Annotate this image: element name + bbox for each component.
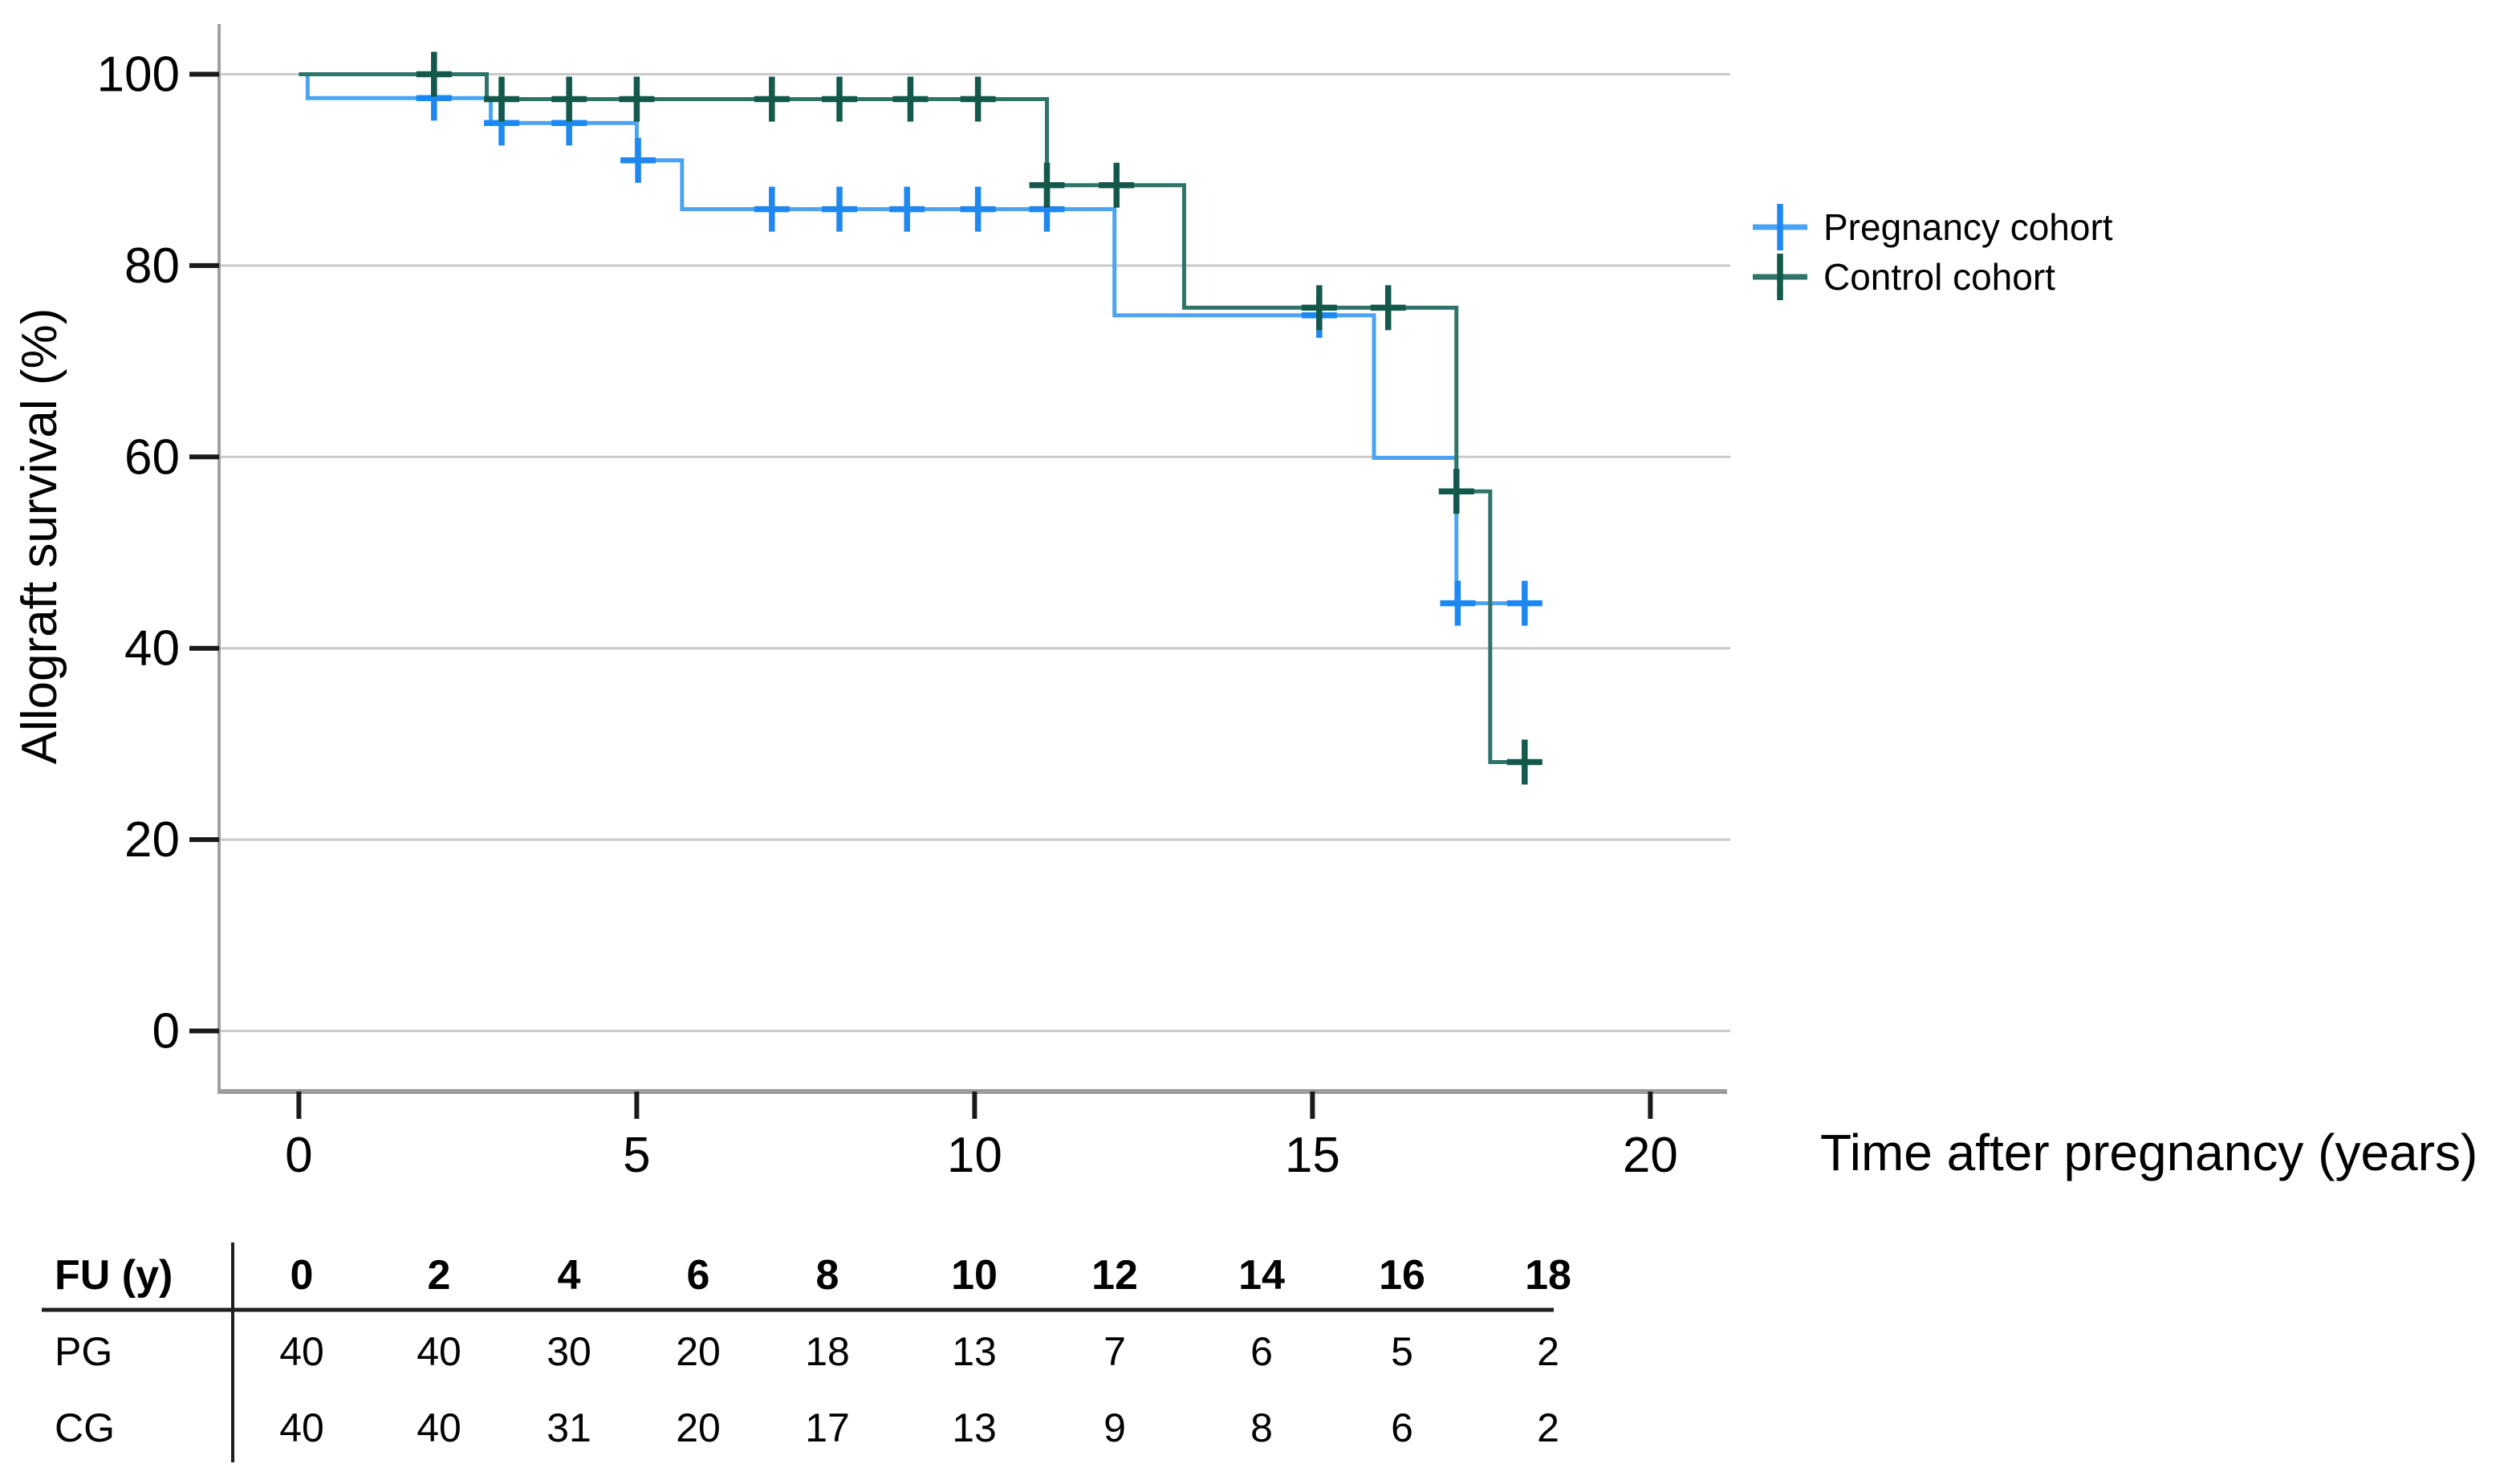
risk-value-cg-14: 8: [1250, 1405, 1273, 1450]
y-tick-label-100: 100: [97, 47, 180, 103]
risk-value-cg-0: 40: [279, 1405, 324, 1450]
legend-label-control-cohort: Control cohort: [1823, 256, 2055, 298]
risk-table-time-2: 2: [428, 1252, 451, 1299]
risk-table-time-8: 8: [816, 1252, 839, 1299]
y-tick-label-0: 0: [152, 1004, 180, 1059]
legend-marker-control: [1753, 254, 1807, 300]
x-tick-label-10: 10: [947, 1128, 1002, 1183]
x-tick-label-0: 0: [285, 1128, 312, 1183]
risk-value-cg-4: 31: [547, 1405, 591, 1450]
risk-value-cg-8: 17: [805, 1405, 850, 1450]
x-tick-label-5: 5: [623, 1128, 650, 1183]
risk-value-pg-6: 20: [676, 1329, 721, 1374]
risk-table-time-4: 4: [558, 1252, 581, 1299]
risk-table-time-0: 0: [291, 1252, 314, 1299]
y-axis-title: Allograft survival (%): [12, 308, 67, 764]
risk-table-time-14: 14: [1238, 1252, 1285, 1299]
risk-table-header-label: FU (y): [55, 1252, 173, 1299]
y-axis-ticks: 100 80 60 40 20 0: [97, 47, 219, 1059]
risk-table-time-16: 16: [1379, 1252, 1425, 1299]
risk-table-row-label-pg: PG: [55, 1329, 112, 1374]
risk-value-pg-4: 30: [547, 1329, 591, 1374]
risk-table-time-6: 6: [687, 1252, 710, 1299]
x-tick-label-20: 20: [1623, 1128, 1678, 1183]
risk-value-pg-0: 40: [279, 1329, 324, 1374]
risk-value-cg-16: 6: [1391, 1405, 1413, 1450]
risk-value-cg-18: 2: [1537, 1405, 1559, 1450]
risk-value-cg-6: 20: [676, 1405, 721, 1450]
km-curve-pregnancy: [299, 72, 1537, 606]
risk-table-values: 0 2 4 6 8 10 12 14 16 18 40 40 30 20 18 13 7 6 5 2 40 40 31 20 1…: [279, 1252, 1571, 1450]
x-axis-title: Time after pregnancy (years): [1820, 1124, 2477, 1181]
risk-value-cg-10: 13: [952, 1405, 997, 1450]
risk-table-row-label-cg: CG: [55, 1405, 115, 1450]
legend-markers: [1753, 204, 1807, 300]
censor-marks-pregnancy: [416, 75, 1542, 626]
risk-value-cg-2: 40: [417, 1405, 461, 1450]
legend: Pregnancy cohort Control cohort: [1753, 204, 2113, 300]
risk-table-time-18: 18: [1525, 1252, 1571, 1299]
risk-table-time-12: 12: [1091, 1252, 1138, 1299]
risk-value-pg-16: 5: [1391, 1329, 1413, 1374]
risk-table-time-10: 10: [951, 1252, 998, 1299]
risk-value-pg-8: 18: [805, 1329, 850, 1374]
risk-value-cg-12: 9: [1104, 1405, 1126, 1450]
y-tick-label-80: 80: [124, 238, 180, 294]
km-curve-control: [299, 72, 1539, 765]
legend-marker-pregnancy: [1753, 204, 1807, 250]
risk-value-pg-12: 7: [1104, 1329, 1126, 1374]
risk-value-pg-2: 40: [417, 1329, 461, 1374]
y-tick-label-60: 60: [124, 429, 180, 485]
risk-value-pg-14: 6: [1250, 1329, 1273, 1374]
y-tick-label-40: 40: [124, 621, 180, 677]
gridlines: [219, 73, 1730, 1032]
y-tick-label-20: 20: [124, 812, 180, 868]
survival-curves: [299, 51, 1542, 785]
x-axis-ticks: 0 5 10 15 20: [285, 1092, 1678, 1183]
risk-value-pg-10: 13: [952, 1329, 997, 1374]
legend-label-pregnancy-cohort: Pregnancy cohort: [1823, 206, 2113, 248]
censor-marks-control: [416, 51, 1542, 785]
risk-value-pg-18: 2: [1537, 1329, 1559, 1374]
number-at-risk-table: FU (y) PG CG 0 2 4 6 8 10 12 14 16 18 40 40 30 20 18 13…: [42, 1242, 1571, 1462]
x-tick-label-15: 15: [1285, 1128, 1340, 1183]
